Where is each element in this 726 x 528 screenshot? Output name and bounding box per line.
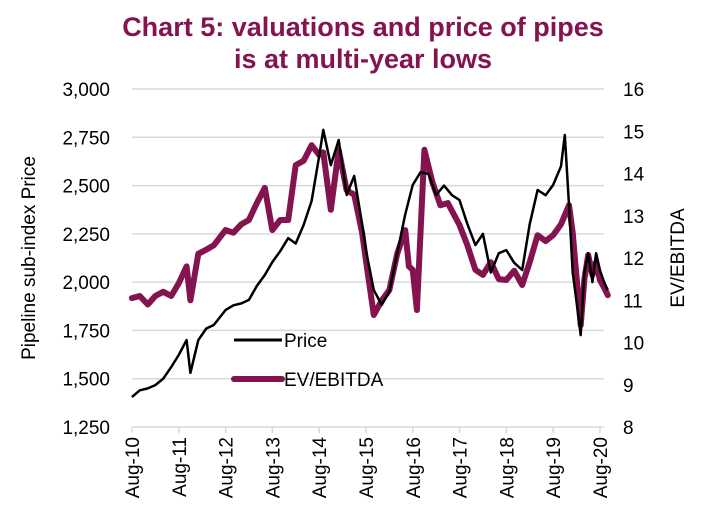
x-tick-label: Aug-14 xyxy=(310,437,331,499)
y2-tick-label: 8 xyxy=(623,418,634,439)
series-line-ev-ebitda xyxy=(128,142,611,329)
y2-tick-label: 11 xyxy=(623,291,643,312)
x-tick-label: Aug-11 xyxy=(170,437,191,497)
y2-tick-label: 16 xyxy=(623,80,644,101)
x-tick-label: Aug-19 xyxy=(544,437,565,498)
y-tick-label: 1,750 xyxy=(62,321,110,342)
y2-tick-label: 14 xyxy=(623,165,645,186)
y-tick-label: 2,500 xyxy=(62,177,110,198)
x-axis: Aug-10 Aug-11 Aug-12 Aug-13 Aug-14 Aug-15 Aug-… xyxy=(123,426,612,499)
series-lines xyxy=(128,128,611,399)
x-tick-label: Aug-20 xyxy=(591,437,612,498)
x-tick-label: Aug-16 xyxy=(404,437,425,498)
x-tick-label: Aug-13 xyxy=(263,437,284,498)
y2-tick-label: 10 xyxy=(623,334,644,355)
y2-tick-label: 13 xyxy=(623,207,644,228)
chart-title-line-1: Chart 5: valuations and price of pipes xyxy=(122,12,604,42)
y-tick-label: 2,250 xyxy=(62,225,110,246)
y-tick-label: 2,750 xyxy=(62,128,110,149)
y-tick-label: 1,500 xyxy=(62,370,110,391)
x-tick-label: Aug-12 xyxy=(217,437,238,498)
x-tick-label: Aug-15 xyxy=(357,437,378,498)
y2-tick-label: 9 xyxy=(623,376,634,397)
y-axis-right: 8 9 10 11 12 13 14 15 16 xyxy=(623,80,645,439)
x-tick-label: Aug-18 xyxy=(497,437,518,498)
legend-ev-ebitda-label: EV/EBITDA xyxy=(284,370,384,391)
y2-tick-label: 12 xyxy=(623,249,644,270)
y2-axis-label: EV/EBITDA xyxy=(668,208,689,308)
y2-tick-label: 15 xyxy=(623,122,644,143)
y-tick-label: 1,250 xyxy=(62,418,110,439)
legend: Price EV/EBITDA xyxy=(231,331,384,391)
y-axis-label: Pipeline sub-index Price xyxy=(19,156,40,360)
series-line-price xyxy=(131,128,609,399)
y-tick-label: 3,000 xyxy=(62,80,110,101)
x-tick-label: Aug-10 xyxy=(123,437,144,498)
legend-price-label: Price xyxy=(284,331,327,352)
chart-title-line-2: is at multi-year lows xyxy=(234,44,492,74)
y-axis-left: 1,250 1,500 1,750 2,000 2,250 2,500 2,750 3,000 xyxy=(62,80,110,439)
y-tick-label: 2,000 xyxy=(62,273,110,294)
x-tick-label: Aug-17 xyxy=(451,437,472,498)
